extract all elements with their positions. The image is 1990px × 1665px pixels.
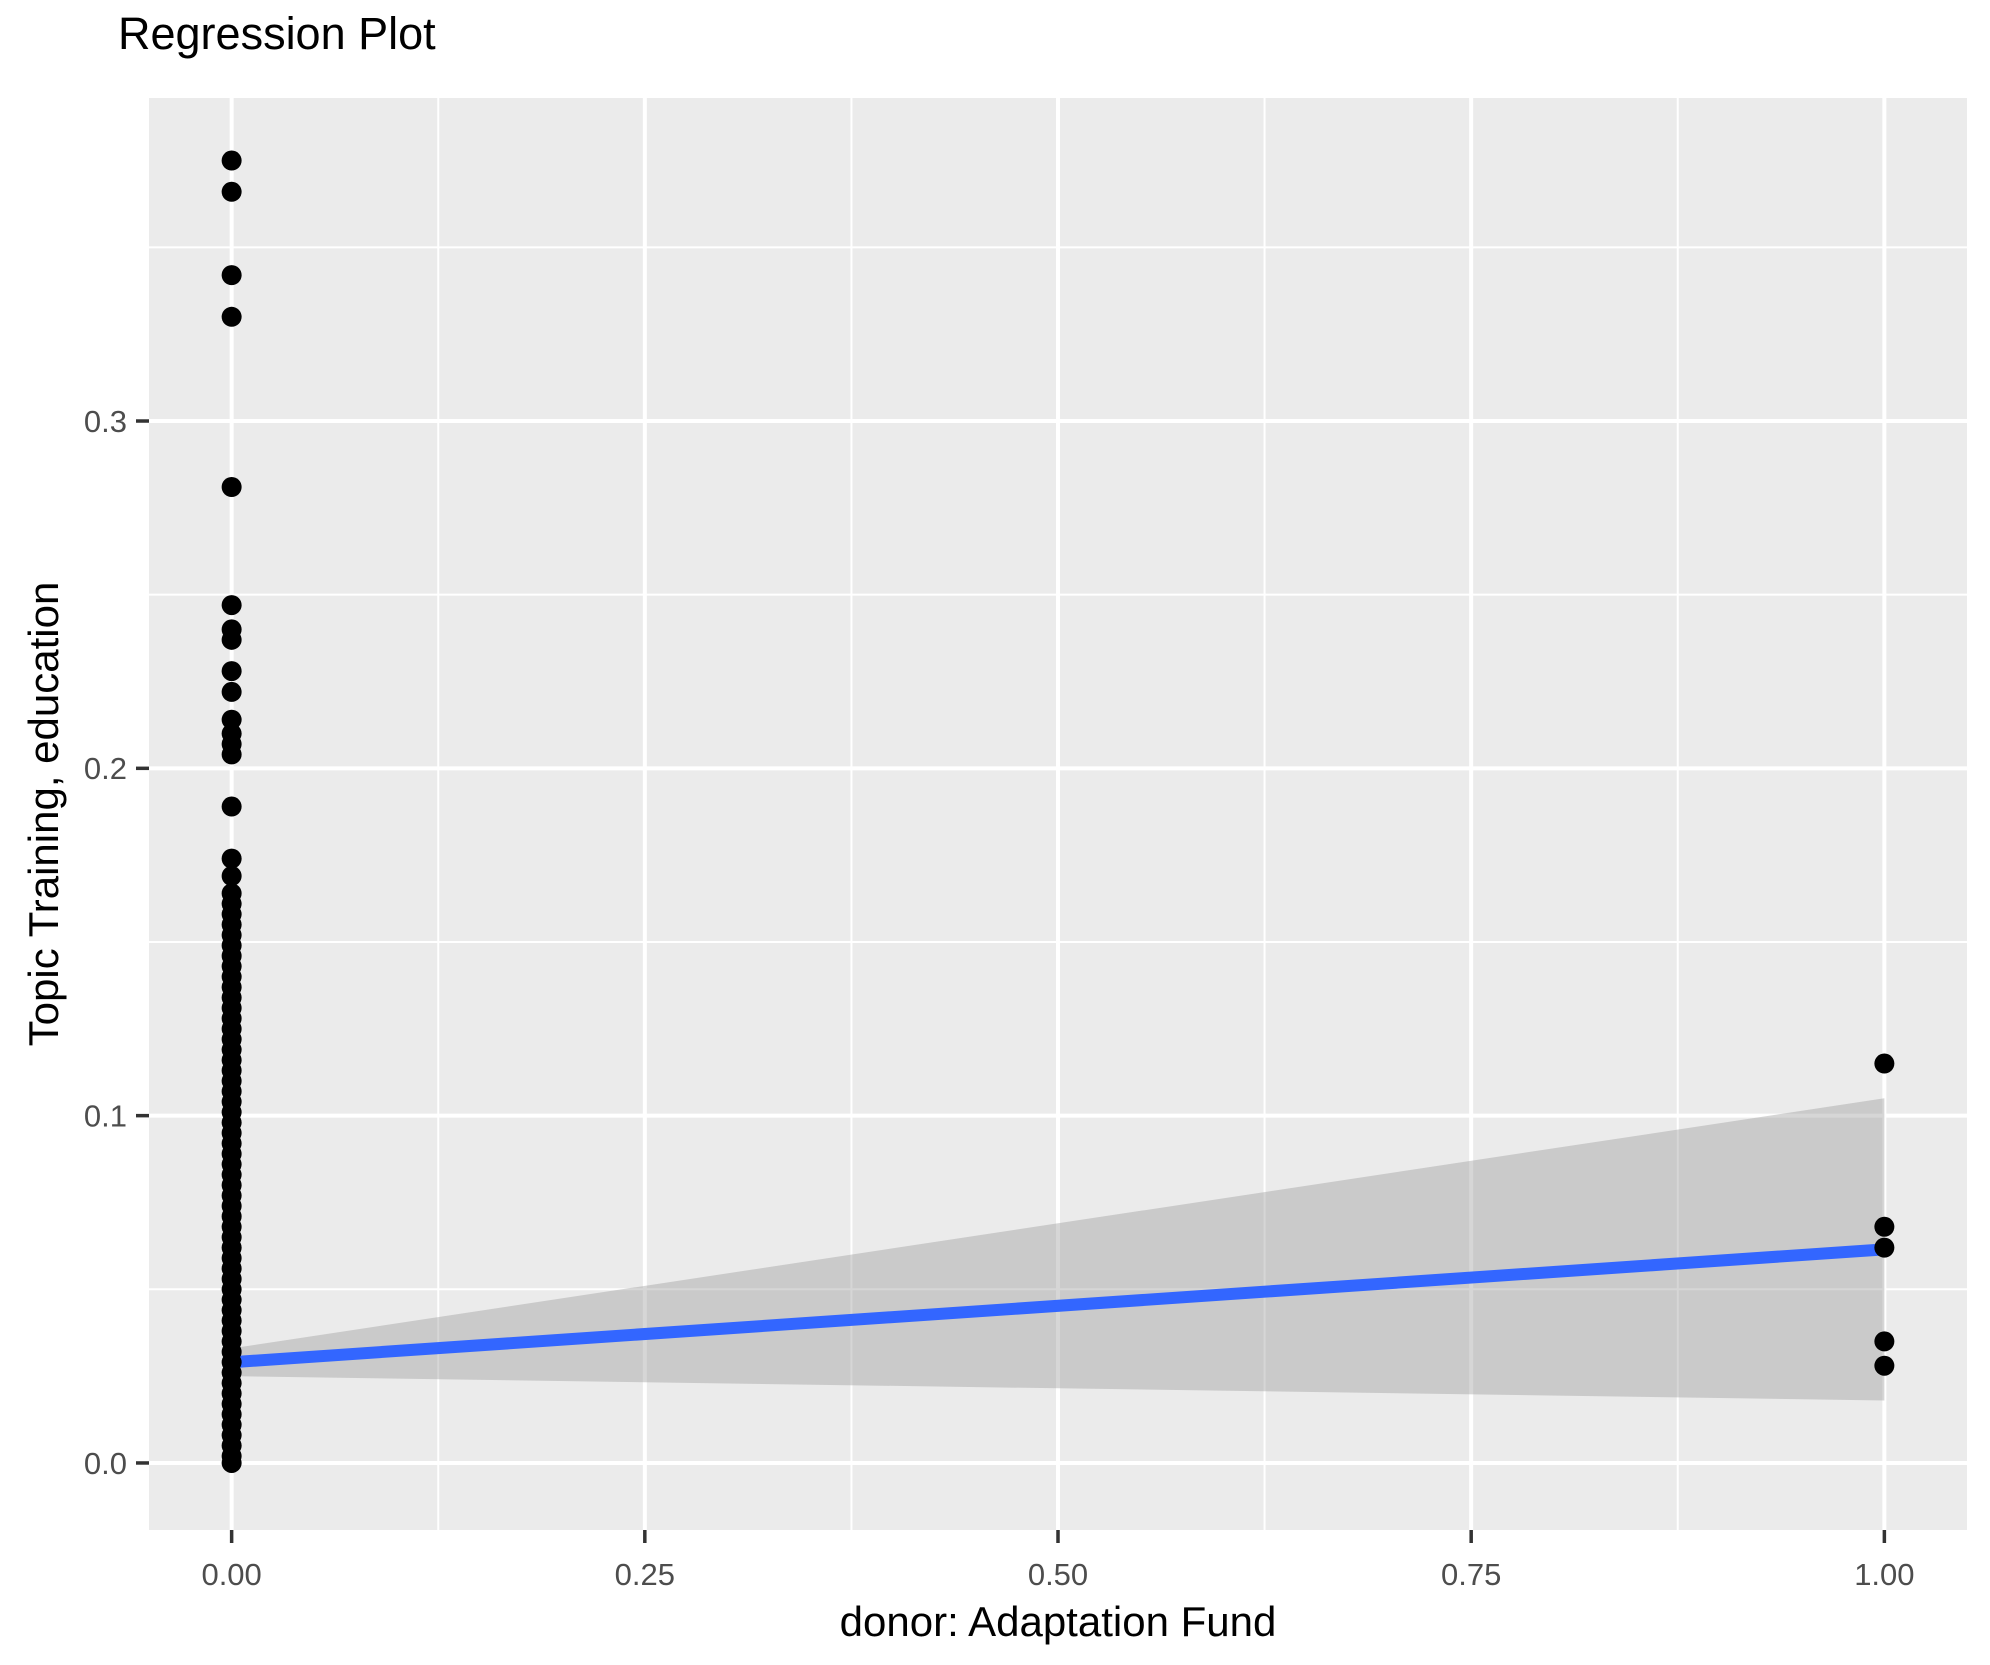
data-point [221,709,242,730]
y-axis-title: Topic Training, education [20,581,67,1047]
x-tick-label: 0.25 [615,1557,675,1592]
data-point [221,476,242,497]
data-point [221,595,242,616]
data-point [221,629,242,650]
x-tick-label: 1.00 [1854,1557,1914,1592]
data-point [1874,1355,1895,1376]
data-point [221,681,242,702]
x-tick-label: 0.50 [1028,1557,1088,1592]
y-tick-label: 0.1 [84,1098,127,1133]
plot-title: Regression Plot [118,8,436,59]
data-point [221,1452,242,1473]
data-point [221,796,242,817]
y-tick-label: 0.3 [84,404,127,439]
x-tick-label: 0.00 [201,1557,261,1592]
y-tick-label: 0.2 [84,751,127,786]
data-point [221,306,242,327]
data-point [221,744,242,765]
data-point [221,848,242,869]
data-point [221,265,242,286]
data-point [1874,1053,1895,1074]
y-tick-label: 0.0 [84,1446,127,1481]
data-point [221,661,242,682]
x-axis-title: donor: Adaptation Fund [839,1598,1277,1645]
data-point [221,865,242,886]
data-point [1874,1216,1895,1237]
data-point [221,150,242,171]
regression-line [225,1243,1891,1369]
x-tick-label: 0.75 [1441,1557,1501,1592]
data-point [1874,1237,1895,1258]
data-point [221,181,242,202]
data-point [1874,1331,1895,1352]
confidence-band [231,1098,1885,1401]
